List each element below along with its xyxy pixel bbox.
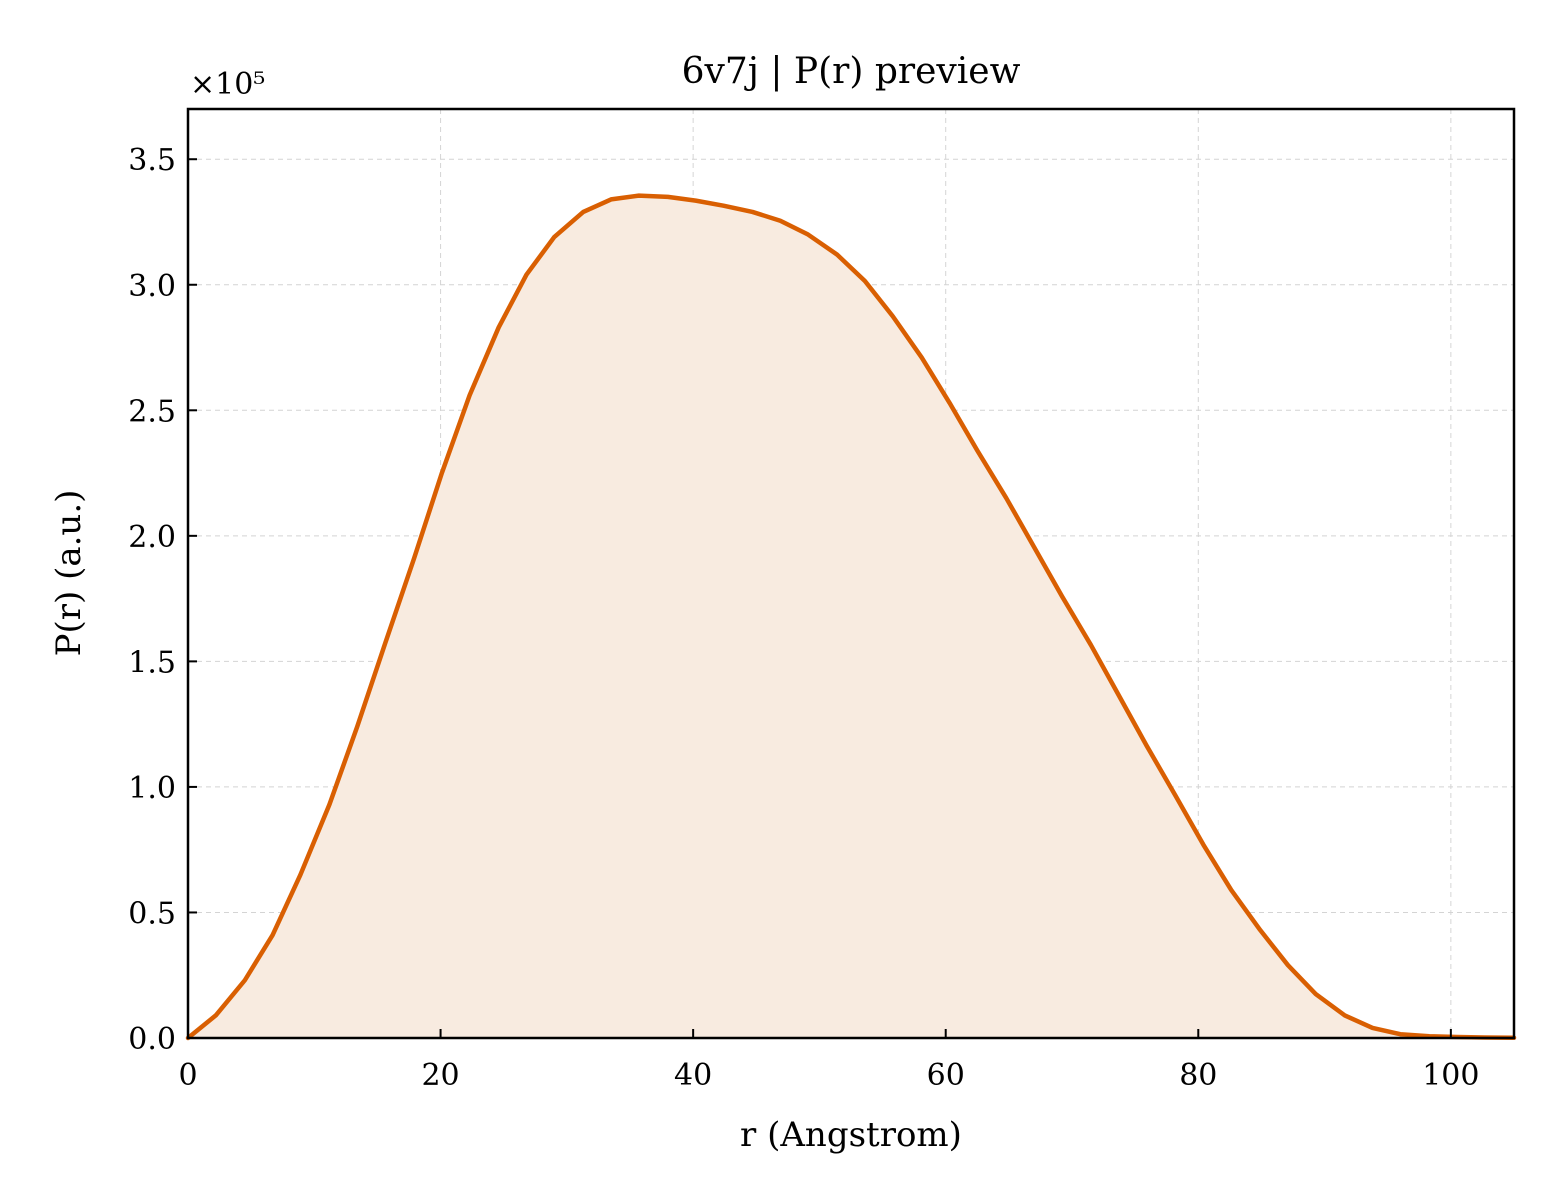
x-tick-label: 80 [1179,1058,1217,1093]
y-tick-label: 1.5 [128,645,176,680]
x-axis-label: r (Angstrom) [740,1115,962,1155]
y-tick-label: 3.5 [128,143,176,178]
pr-series-line [185,193,1517,1041]
pr-area-fill [188,195,1514,1038]
x-tick-label: 0 [178,1058,197,1093]
y-tick-label: 3.0 [128,269,176,304]
x-tick-label: 40 [674,1058,712,1093]
y-tick-label: 0.5 [128,896,176,931]
plot-area [185,193,1517,1041]
axis-ticks: 0 20 40 60 80 100 0.0 0.5 1.0 1.5 2.0 2.5 3.0 3.5 [128,143,1479,1093]
x-tick-label: 20 [421,1058,459,1093]
plot-frame [186,107,1516,1040]
y-tick-label: 2.5 [128,394,176,429]
y-tick-label: 0.0 [128,1022,176,1057]
x-tick-label: 100 [1422,1058,1479,1093]
y-axis-offset-text: ×10⁵ [190,67,265,102]
y-tick-label: 2.0 [128,520,176,555]
chart-title: 6v7j | P(r) preview [682,51,1021,92]
y-tick-label: 1.0 [128,771,176,806]
y-axis-label: P(r) (a.u.) [49,490,89,657]
x-tick-label: 60 [927,1058,965,1093]
